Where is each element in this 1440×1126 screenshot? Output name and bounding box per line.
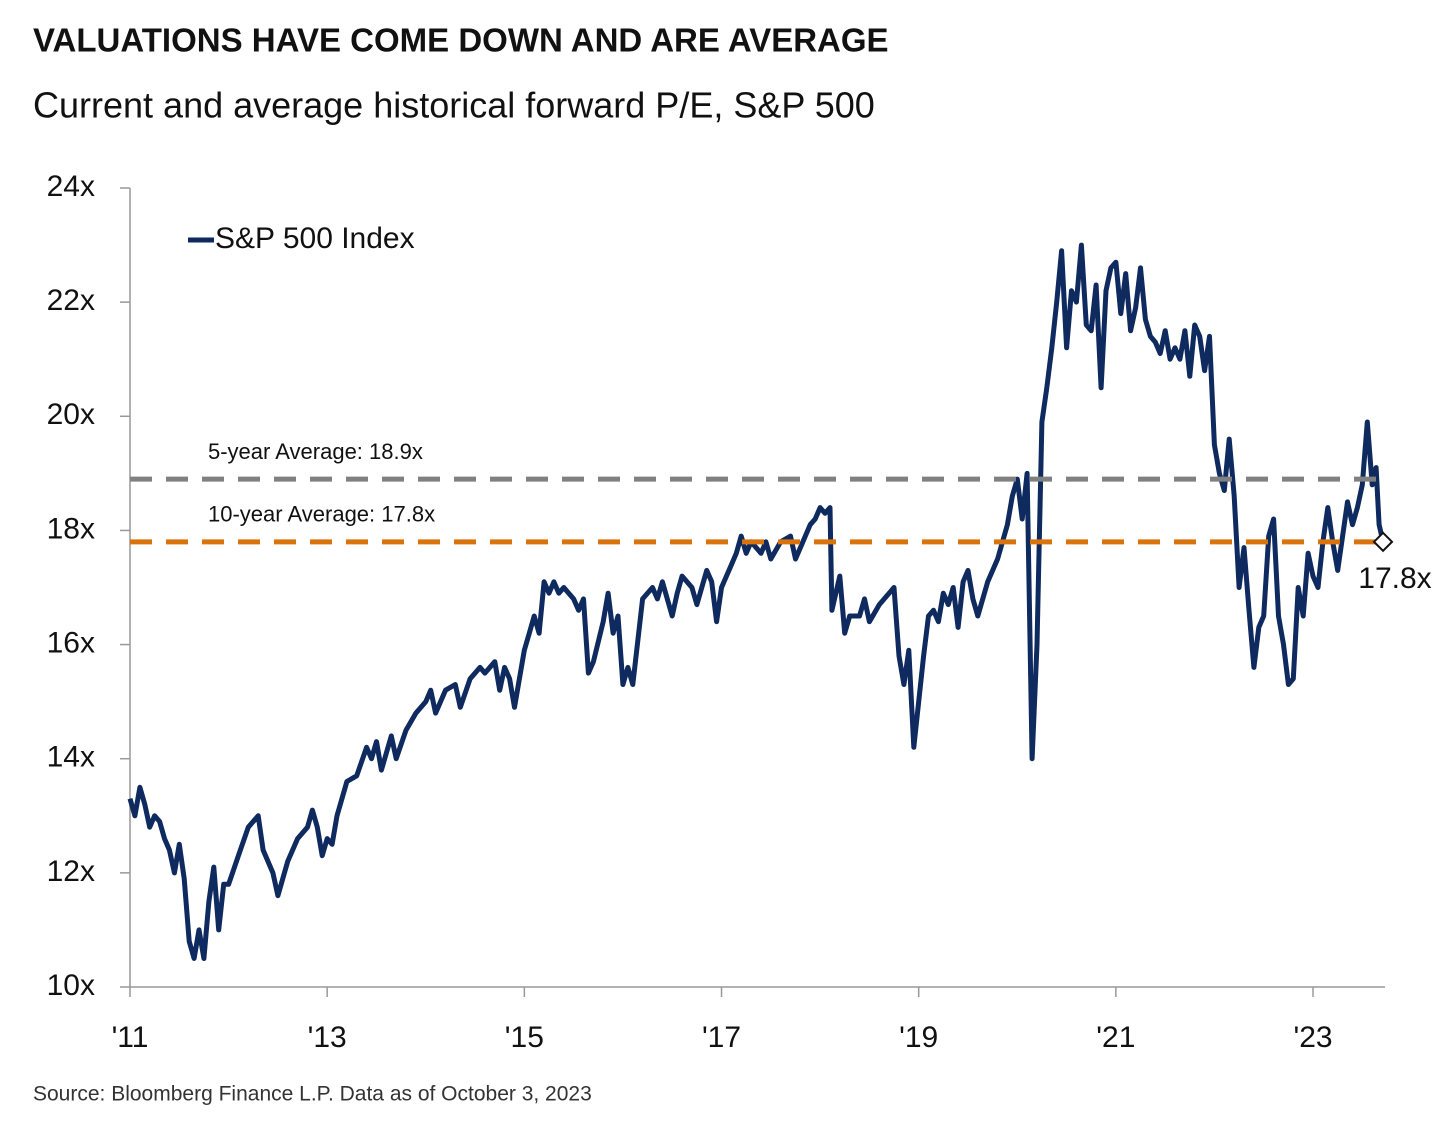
y-tick-label: 14x	[47, 741, 95, 774]
x-tick-label: '17	[702, 1021, 741, 1054]
x-tick-label: '23	[1293, 1021, 1332, 1054]
x-tick-label: '19	[899, 1021, 938, 1054]
source-note: Source: Bloomberg Finance L.P. Data as o…	[33, 1083, 592, 1106]
y-tick-label: 20x	[47, 398, 95, 431]
y-tick-label: 24x	[47, 170, 95, 203]
x-tick-label: '11	[112, 1021, 149, 1054]
legend-label: S&P 500 Index	[215, 222, 415, 255]
end-label: 17.8x	[1358, 562, 1431, 595]
y-tick-label: 12x	[47, 855, 95, 888]
y-tick-label: 22x	[47, 284, 95, 317]
reference-label: 5-year Average: 18.9x	[208, 439, 423, 464]
chart-subtitle: Current and average historical forward P…	[33, 85, 875, 126]
chart-title: VALUATIONS HAVE COME DOWN AND ARE AVERAG…	[33, 22, 889, 59]
reference-label: 10-year Average: 17.8x	[208, 502, 435, 527]
end-marker	[1372, 531, 1394, 553]
x-tick-label: '21	[1096, 1021, 1135, 1054]
x-tick-label: '13	[308, 1021, 347, 1054]
y-tick-label: 16x	[47, 626, 95, 659]
y-tick-label: 18x	[47, 512, 95, 545]
series-line	[127, 242, 1386, 961]
y-tick-label: 10x	[47, 969, 95, 1002]
x-tick-label: '15	[505, 1021, 544, 1054]
